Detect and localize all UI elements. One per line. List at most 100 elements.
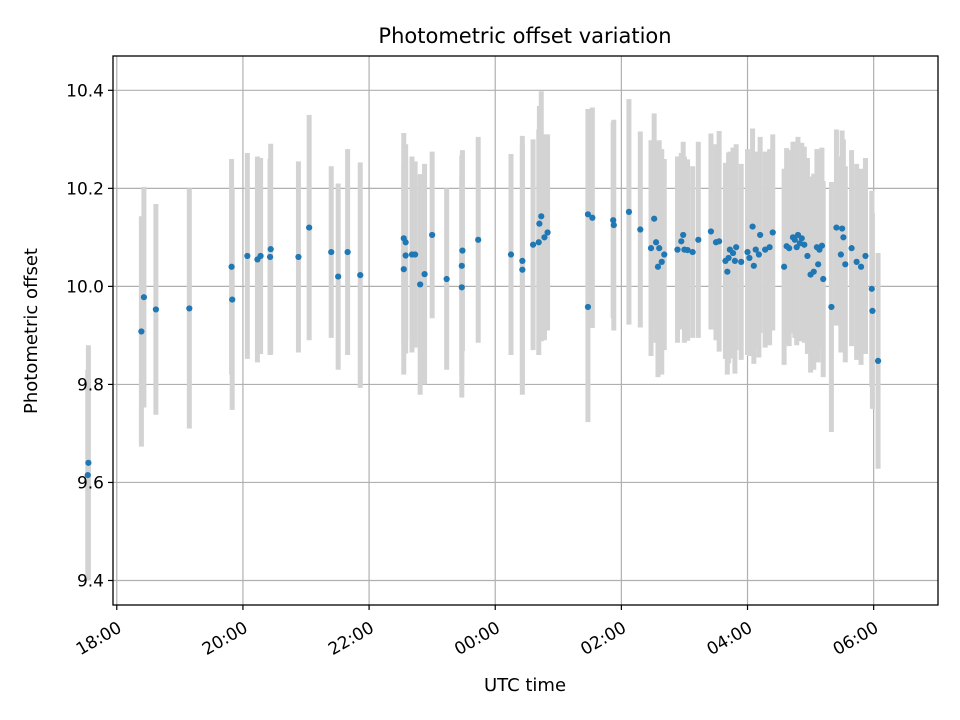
data-point [228, 263, 235, 270]
data-point [610, 217, 617, 224]
data-point [684, 247, 691, 254]
data-point [769, 229, 776, 236]
data-point [828, 303, 835, 311]
data-point [536, 220, 543, 227]
data-point [804, 252, 811, 260]
data-point [724, 268, 731, 275]
data-point [138, 328, 145, 335]
y-tick-label: 9.8 [77, 375, 104, 395]
data-point [810, 268, 817, 275]
data-point [429, 231, 436, 239]
chart-title: Photometric offset variation [378, 24, 671, 48]
data-point [833, 224, 840, 231]
data-point [421, 271, 428, 278]
data-point [674, 246, 681, 253]
data-point [610, 222, 617, 229]
data-point [658, 258, 665, 265]
data-point [529, 241, 537, 248]
y-axis-title: Photometric offset [21, 248, 42, 414]
data-point [654, 263, 662, 270]
data-point [801, 241, 808, 248]
data-point [744, 248, 751, 256]
plot-frame [112, 55, 939, 606]
data-point [731, 257, 739, 264]
data-point [840, 234, 847, 241]
data-point [458, 262, 465, 269]
data-point [842, 261, 849, 268]
data-point [244, 252, 251, 260]
data-point [651, 215, 658, 222]
data-point [140, 294, 148, 301]
y-tick-label: 9.4 [77, 571, 104, 591]
data-point [152, 306, 159, 313]
y-tick-label: 9.6 [77, 473, 104, 493]
data-point [766, 244, 773, 251]
data-point [818, 242, 826, 249]
data-point [402, 252, 409, 259]
data-point [584, 303, 592, 311]
data-point [689, 248, 696, 256]
data-point [625, 208, 633, 215]
data-point [857, 263, 865, 270]
data-point [535, 239, 542, 246]
data-point [459, 247, 466, 254]
data-point [507, 251, 515, 258]
data-point [257, 252, 264, 260]
data-point [357, 272, 364, 279]
data-point [637, 226, 644, 233]
data-point [443, 275, 450, 283]
data-point [707, 228, 715, 235]
data-point [656, 245, 663, 252]
data-point [519, 257, 526, 264]
data-point [412, 251, 419, 258]
data-point [781, 263, 788, 270]
y-tick-label: 10.4 [66, 81, 104, 101]
data-point [733, 244, 740, 251]
data-point [84, 472, 91, 479]
data-point [335, 273, 342, 280]
data-point [652, 239, 660, 246]
data-point [306, 224, 313, 231]
data-point [647, 245, 655, 252]
data-point [229, 296, 236, 303]
data-point [862, 252, 869, 260]
data-point [266, 253, 274, 261]
y-tick-label: 10.0 [66, 277, 104, 297]
data-point [186, 305, 193, 312]
data-point [695, 236, 702, 243]
data-point [541, 234, 548, 241]
data-point [752, 246, 759, 253]
data-point [400, 266, 407, 273]
data-point [750, 262, 757, 269]
data-point [678, 238, 685, 245]
data-point [544, 229, 551, 236]
y-tick-label: 10.2 [66, 179, 104, 199]
data-point [725, 254, 732, 262]
data-point [589, 214, 596, 221]
data-point [402, 239, 409, 246]
data-point [791, 236, 798, 243]
data-point [458, 284, 465, 291]
data-point [417, 281, 424, 288]
data-point [798, 235, 805, 242]
data-point [328, 248, 335, 256]
data-point [519, 266, 526, 273]
data-point [839, 225, 846, 232]
data-point [757, 231, 764, 239]
data-point [746, 254, 753, 262]
data-point [868, 285, 875, 292]
data-point [267, 246, 274, 253]
data-point [729, 249, 737, 257]
data-point [475, 236, 482, 243]
data-point [874, 357, 882, 364]
data-point [85, 459, 92, 466]
y-axis-ticks: 9.4 9.6 9.8 10.0 10.2 10.4 [66, 81, 113, 591]
x-axis-title: UTC time [484, 675, 566, 696]
data-point [538, 213, 545, 220]
data-point [749, 223, 756, 230]
data-point [661, 251, 668, 258]
data-point [837, 251, 844, 258]
data-point [584, 211, 592, 218]
